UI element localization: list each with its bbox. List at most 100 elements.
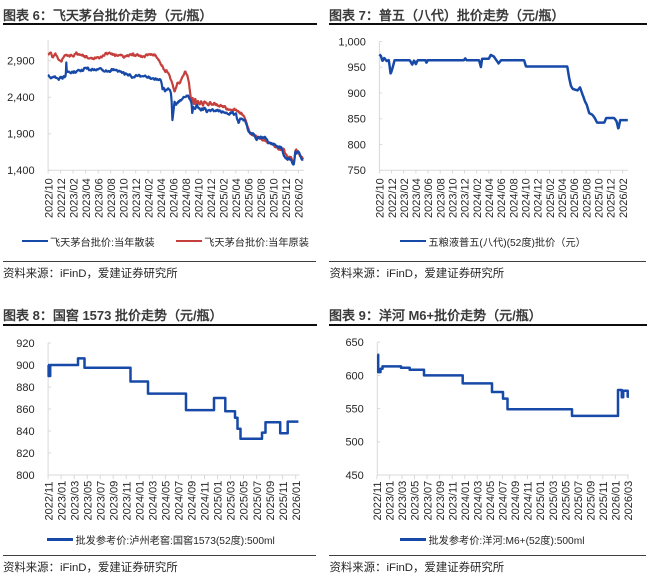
svg-text:2024/10: 2024/10 <box>521 178 533 218</box>
svg-text:2024/12: 2024/12 <box>533 178 545 218</box>
svg-text:2023/06: 2023/06 <box>423 178 435 218</box>
svg-text:2023/12: 2023/12 <box>460 178 472 218</box>
svg-text:920: 920 <box>16 338 34 350</box>
svg-text:2024/06: 2024/06 <box>496 178 508 218</box>
svg-text:2025/10: 2025/10 <box>269 178 281 218</box>
svg-text:2023/09: 2023/09 <box>109 481 121 521</box>
svg-text:2026/02: 2026/02 <box>294 178 306 218</box>
svg-text:2025/07: 2025/07 <box>252 481 264 521</box>
svg-text:2025/06: 2025/06 <box>569 178 581 218</box>
svg-text:550: 550 <box>345 404 363 416</box>
svg-text:2024/05: 2024/05 <box>161 481 173 521</box>
svg-text:2023/06: 2023/06 <box>93 178 105 218</box>
svg-text:850: 850 <box>348 114 366 126</box>
svg-text:2025/04: 2025/04 <box>231 178 243 218</box>
svg-text:2025/07: 2025/07 <box>573 481 585 521</box>
svg-text:2,400: 2,400 <box>7 92 35 104</box>
svg-text:650: 650 <box>345 337 363 349</box>
svg-text:2023/02: 2023/02 <box>399 178 411 218</box>
svg-text:2,900: 2,900 <box>7 56 35 68</box>
svg-text:2023/02: 2023/02 <box>68 178 80 218</box>
svg-text:2023/04: 2023/04 <box>81 178 93 218</box>
svg-text:2025/11: 2025/11 <box>278 482 290 521</box>
svg-text:880: 880 <box>16 382 34 394</box>
svg-text:2024/03: 2024/03 <box>473 481 485 521</box>
svg-text:750: 750 <box>348 165 366 177</box>
svg-text:2025/03: 2025/03 <box>226 481 238 521</box>
svg-text:2023/09: 2023/09 <box>435 481 447 521</box>
svg-text:2026/01: 2026/01 <box>611 481 623 521</box>
svg-text:2025/01: 2025/01 <box>535 481 547 521</box>
svg-text:2022/11: 2022/11 <box>43 482 55 521</box>
svg-text:900: 900 <box>16 360 34 372</box>
svg-text:2023/03: 2023/03 <box>69 481 81 521</box>
svg-text:2022/10: 2022/10 <box>43 178 55 218</box>
svg-text:820: 820 <box>16 448 34 460</box>
svg-text:2023/04: 2023/04 <box>411 178 423 218</box>
svg-text:450: 450 <box>345 470 363 482</box>
svg-text:2025/02: 2025/02 <box>219 178 231 218</box>
svg-text:2024/03: 2024/03 <box>148 481 160 521</box>
svg-text:2023/11: 2023/11 <box>122 482 134 521</box>
svg-text:2024/12: 2024/12 <box>206 178 218 218</box>
svg-text:2025/03: 2025/03 <box>548 481 560 521</box>
svg-text:2026/01: 2026/01 <box>291 481 303 521</box>
svg-text:2024/11: 2024/11 <box>523 482 535 521</box>
svg-text:2023/10: 2023/10 <box>118 178 130 218</box>
svg-text:2023/01: 2023/01 <box>56 481 68 521</box>
svg-text:900: 900 <box>348 88 366 100</box>
svg-text:2024/04: 2024/04 <box>156 178 168 218</box>
svg-text:2025/12: 2025/12 <box>281 178 293 218</box>
svg-text:800: 800 <box>16 470 34 482</box>
svg-text:2025/08: 2025/08 <box>581 178 593 218</box>
svg-text:2025/02: 2025/02 <box>545 178 557 218</box>
svg-text:2024/08: 2024/08 <box>508 178 520 218</box>
svg-text:2024/04: 2024/04 <box>484 178 496 218</box>
svg-text:2024/08: 2024/08 <box>181 178 193 218</box>
svg-text:2023/10: 2023/10 <box>448 178 460 218</box>
svg-text:2024/09: 2024/09 <box>187 481 199 521</box>
svg-text:2024/01: 2024/01 <box>135 481 147 521</box>
svg-text:2023/05: 2023/05 <box>410 481 422 521</box>
svg-text:840: 840 <box>16 426 34 438</box>
svg-text:2024/11: 2024/11 <box>200 482 212 521</box>
svg-text:2023/05: 2023/05 <box>82 481 94 521</box>
svg-text:2025/10: 2025/10 <box>594 178 606 218</box>
svg-text:2025/09: 2025/09 <box>265 481 277 521</box>
svg-text:2025/11: 2025/11 <box>598 482 610 521</box>
svg-text:2023/07: 2023/07 <box>95 481 107 521</box>
svg-text:1,000: 1,000 <box>338 36 366 48</box>
svg-text:2024/02: 2024/02 <box>472 178 484 218</box>
svg-text:2022/12: 2022/12 <box>56 178 68 218</box>
svg-text:2025/12: 2025/12 <box>606 178 618 218</box>
svg-text:800: 800 <box>348 139 366 151</box>
svg-text:860: 860 <box>16 404 34 416</box>
svg-text:500: 500 <box>345 437 363 449</box>
svg-text:2025/04: 2025/04 <box>557 178 569 218</box>
svg-text:2023/08: 2023/08 <box>435 178 447 218</box>
svg-text:2024/01: 2024/01 <box>460 481 472 521</box>
svg-text:2025/05: 2025/05 <box>239 481 251 521</box>
svg-text:2023/12: 2023/12 <box>131 178 143 218</box>
svg-text:2024/06: 2024/06 <box>168 178 180 218</box>
svg-text:2022/11: 2022/11 <box>372 482 384 521</box>
svg-text:2025/06: 2025/06 <box>244 178 256 218</box>
svg-text:2023/03: 2023/03 <box>397 481 409 521</box>
svg-text:2022/12: 2022/12 <box>387 178 399 218</box>
svg-text:2026/03: 2026/03 <box>623 481 635 521</box>
svg-text:1,900: 1,900 <box>7 129 35 141</box>
svg-text:2023/08: 2023/08 <box>106 178 118 218</box>
svg-text:2025/01: 2025/01 <box>213 481 225 521</box>
svg-text:2026/02: 2026/02 <box>618 178 630 218</box>
svg-text:2024/02: 2024/02 <box>143 178 155 218</box>
svg-text:600: 600 <box>345 370 363 382</box>
svg-text:2025/05: 2025/05 <box>560 481 572 521</box>
svg-text:2024/10: 2024/10 <box>194 178 206 218</box>
svg-text:2023/01: 2023/01 <box>385 481 397 521</box>
svg-text:2025/08: 2025/08 <box>256 178 268 218</box>
svg-text:2024/07: 2024/07 <box>174 481 186 521</box>
svg-text:2023/11: 2023/11 <box>447 482 459 521</box>
svg-text:2022/10: 2022/10 <box>375 178 387 218</box>
svg-text:2024/05: 2024/05 <box>485 481 497 521</box>
svg-text:2025/09: 2025/09 <box>586 481 598 521</box>
